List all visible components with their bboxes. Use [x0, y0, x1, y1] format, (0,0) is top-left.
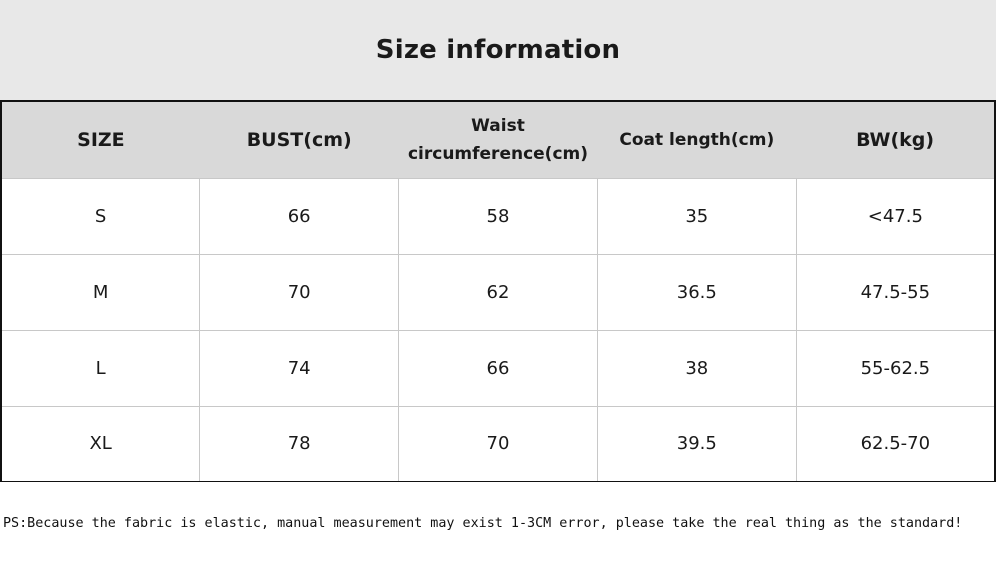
- size-table: SIZE BUST(cm) Waist circumference(cm) Co…: [0, 100, 996, 483]
- title-band: Size information: [0, 0, 996, 101]
- table-row: XL 78 70 39.5 62.5-70: [1, 405, 995, 482]
- table-header-row: SIZE BUST(cm) Waist circumference(cm) Co…: [1, 101, 995, 178]
- cell-waist: 66: [398, 329, 598, 406]
- cell-body-weight: <47.5: [796, 177, 995, 254]
- header-body-weight: BW(kg): [856, 128, 935, 151]
- table-row: S 66 58 35 <47.5: [1, 177, 995, 254]
- cell-coat-length: 35: [597, 177, 797, 254]
- cell-coat-length: 38: [597, 329, 797, 406]
- cell-waist: 70: [398, 405, 598, 482]
- cell-coat-length: 36.5: [597, 253, 797, 330]
- header-coat-length: Coat length(cm): [619, 129, 775, 150]
- header-bust: BUST(cm): [246, 128, 352, 151]
- page-title: Size information: [375, 35, 621, 65]
- cell-coat-length: 39.5: [597, 405, 797, 482]
- table-row: L 74 66 38 55-62.5: [1, 329, 995, 406]
- cell-bust: 74: [199, 329, 400, 406]
- cell-bust: 70: [199, 253, 400, 330]
- cell-size: M: [1, 253, 201, 330]
- cell-bust: 78: [199, 405, 400, 482]
- cell-body-weight: 55-62.5: [796, 329, 995, 406]
- cell-bust: 66: [199, 177, 400, 254]
- cell-body-weight: 62.5-70: [796, 405, 995, 482]
- cell-body-weight: 47.5-55: [796, 253, 995, 330]
- cell-waist: 58: [398, 177, 598, 254]
- note-area: PS:Because the fabric is elastic, manual…: [0, 482, 996, 581]
- measurement-note: PS:Because the fabric is elastic, manual…: [3, 516, 963, 531]
- cell-size: L: [1, 329, 201, 406]
- cell-waist: 62: [398, 253, 598, 330]
- header-waist: Waist circumference(cm): [407, 115, 589, 164]
- cell-size: S: [1, 177, 201, 254]
- cell-size: XL: [1, 405, 201, 482]
- header-size: SIZE: [77, 128, 125, 151]
- table-row: M 70 62 36.5 47.5-55: [1, 253, 995, 330]
